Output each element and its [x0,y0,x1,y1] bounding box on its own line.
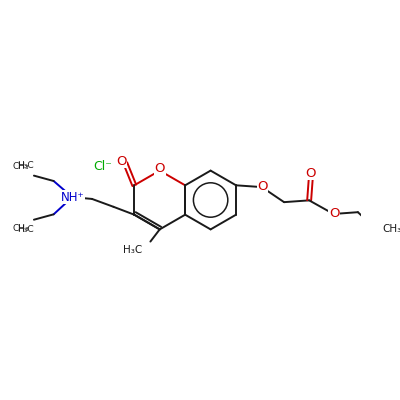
Text: CH₃: CH₃ [12,224,29,233]
Text: O: O [154,162,165,175]
Text: O: O [257,180,268,193]
Text: O: O [329,208,340,220]
Text: CH₃: CH₃ [382,224,400,234]
Text: H₃C: H₃C [122,245,142,255]
Text: H₃C: H₃C [17,161,34,170]
Text: NH⁺: NH⁺ [60,191,84,204]
Text: Cl⁻: Cl⁻ [93,160,112,173]
Text: H₃C: H₃C [17,225,34,234]
Text: O: O [306,167,316,180]
Text: CH₃: CH₃ [12,162,29,171]
Text: O: O [116,155,126,168]
